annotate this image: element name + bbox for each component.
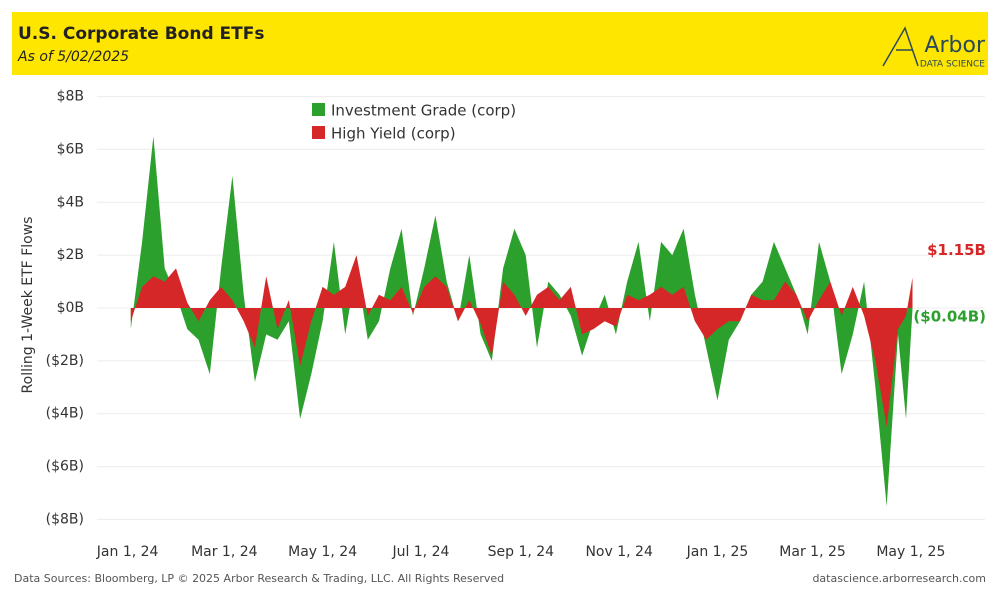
x-tick-label: Jan 1, 24 [96, 544, 159, 560]
y-tick-label: ($8B) [46, 511, 84, 527]
legend-swatch [312, 126, 325, 139]
header-band [12, 12, 988, 75]
y-tick-label: $8B [57, 89, 84, 105]
x-tick-label: Sep 1, 24 [488, 544, 555, 560]
x-tick-label: Mar 1, 25 [779, 544, 846, 560]
subtitle: As of 5/02/2025 [17, 49, 129, 65]
y-tick-label: ($4B) [46, 406, 84, 422]
y-axis-label: Rolling 1-Week ETF Flows [20, 217, 36, 394]
x-tick-label: Nov 1, 24 [585, 544, 652, 560]
area [130, 255, 913, 427]
y-tick-label: $0B [57, 300, 84, 316]
logo-sub: DATA SCIENCE [920, 60, 985, 70]
legend-label: High Yield (corp) [331, 125, 456, 143]
footer-left: Data Sources: Bloomberg, LP © 2025 Arbor… [14, 572, 504, 585]
end-label: ($0.04B) [913, 308, 986, 326]
y-tick-label: $4B [57, 194, 84, 210]
x-tick-label: May 1, 25 [876, 544, 945, 560]
y-tick-label: ($2B) [46, 353, 84, 369]
x-tick-label: Jul 1, 24 [391, 544, 449, 560]
legend-label: Investment Grade (corp) [331, 102, 516, 120]
y-tick-label: ($6B) [46, 459, 84, 475]
y-tick-label: $6B [57, 141, 84, 157]
logo-mark [882, 26, 919, 67]
end-label: $1.15B [927, 241, 986, 259]
area [130, 136, 913, 507]
footer-right: datascience.arborresearch.com [812, 572, 986, 585]
y-tick-label: $2B [57, 247, 84, 263]
x-tick-label: May 1, 24 [288, 544, 357, 560]
title: U.S. Corporate Bond ETFs [18, 24, 264, 44]
x-tick-label: Mar 1, 24 [191, 544, 258, 560]
logo: Arbor [924, 33, 986, 58]
legend-swatch [312, 103, 325, 116]
x-tick-label: Jan 1, 25 [686, 544, 749, 560]
